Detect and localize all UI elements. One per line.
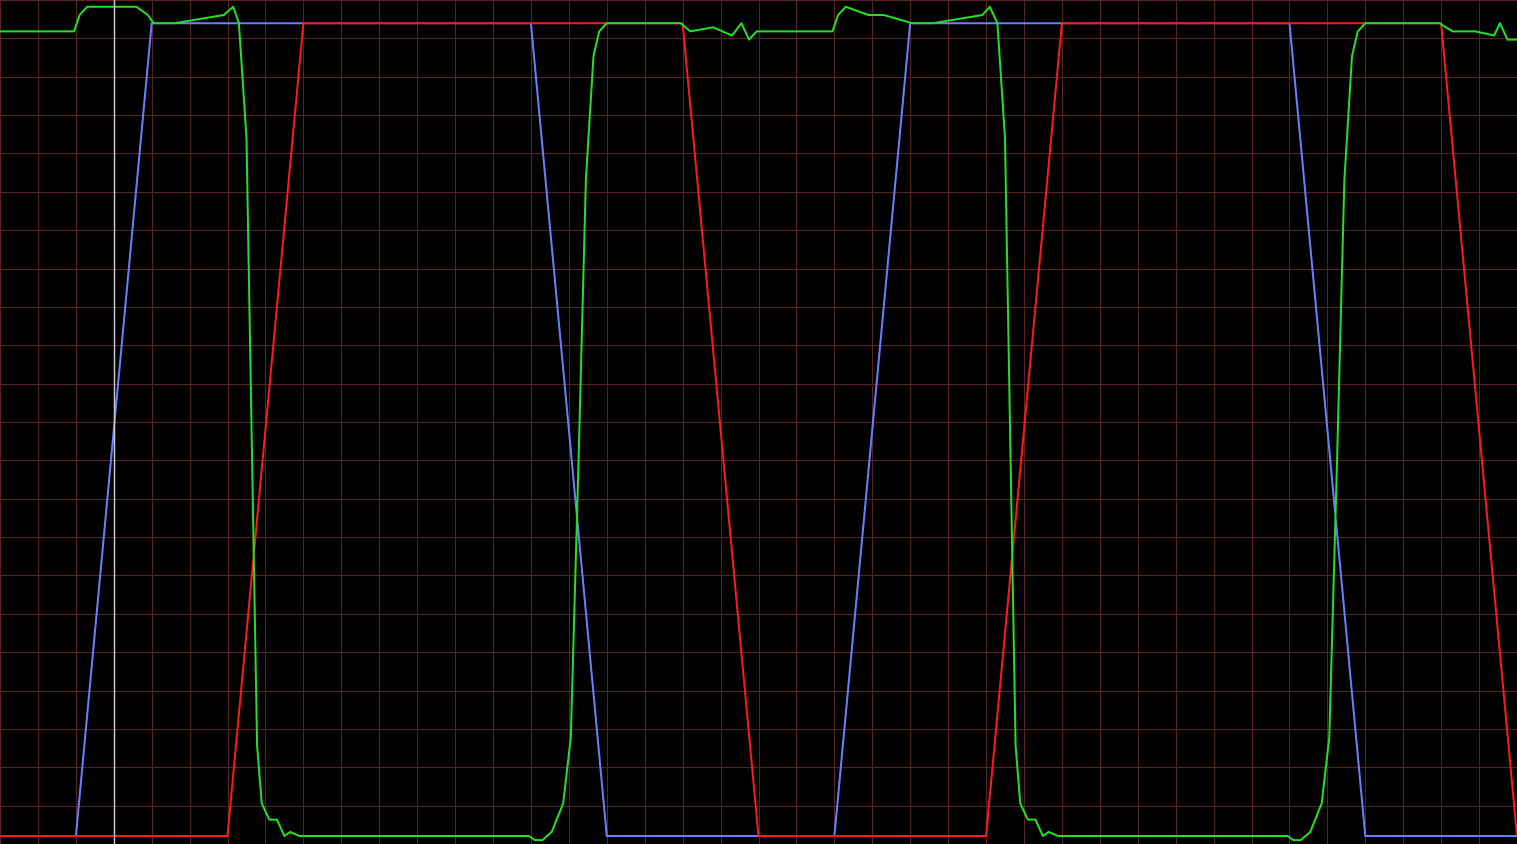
signal-trace-3 xyxy=(0,5,1517,842)
signal-trace-2 xyxy=(0,22,1517,837)
